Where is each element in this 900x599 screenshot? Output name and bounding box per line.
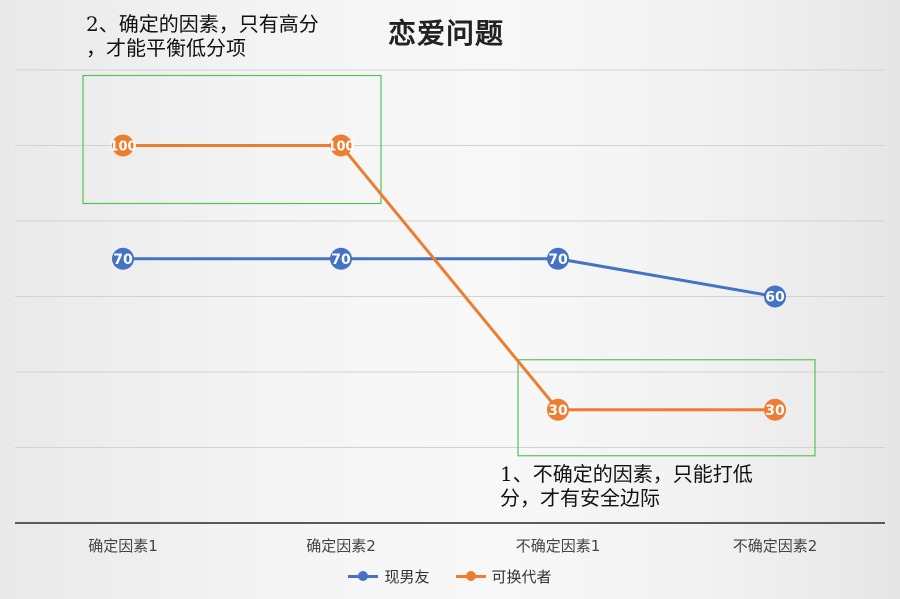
annotation-high-score: 2、确定的因素，只有高分 ，才能平衡低分项	[86, 12, 386, 60]
data-label: 70	[548, 252, 568, 268]
data-label: 100	[109, 140, 136, 155]
legend-item-alternative: 可换代者	[455, 566, 552, 587]
legend-item-current-boyfriend: 现男友	[348, 566, 430, 587]
data-label: 100	[327, 140, 354, 155]
x-tick-label: 确定因素1	[88, 537, 158, 555]
data-point	[764, 398, 786, 421]
annotation-high-score-line2: ，才能平衡低分项	[86, 36, 246, 60]
x-tick-label: 不确定因素2	[733, 537, 818, 555]
chart-title: 恋爱问题	[388, 17, 505, 50]
data-label: 30	[548, 403, 568, 419]
data-label: 70	[113, 252, 133, 268]
annotation-low-score-line2: 分，才有安全边际	[500, 486, 660, 510]
data-label: 30	[765, 403, 785, 419]
annotation-box	[517, 359, 816, 457]
annotation-high-score-line1: 2、确定的因素，只有高分	[86, 12, 319, 36]
data-point	[547, 398, 569, 421]
data-label: 60	[765, 290, 785, 306]
data-label: 70	[331, 252, 351, 268]
legend-swatch-orange	[455, 569, 486, 583]
series-line	[123, 144, 775, 412]
data-point	[330, 247, 352, 270]
series-line	[123, 257, 776, 298]
data-point	[112, 247, 134, 270]
legend-label-alternative: 可换代者	[491, 567, 552, 586]
data-point	[764, 285, 786, 308]
data-point	[330, 134, 352, 157]
x-tick-label: 确定因素2	[306, 537, 376, 555]
data-point	[112, 134, 134, 157]
x-tick-label: 不确定因素1	[516, 537, 601, 555]
legend-label-current-boyfriend: 现男友	[384, 567, 430, 586]
annotation-low-score-line1: 1、不确定的因素，只能打低	[500, 462, 753, 486]
annotation-box	[82, 74, 382, 205]
legend-swatch-blue	[348, 569, 379, 583]
chart-legend: 现男友 可换代者	[340, 563, 560, 589]
data-point	[547, 247, 569, 270]
annotation-low-score: 1、不确定的因素，只能打低 分，才有安全边际	[500, 462, 820, 510]
